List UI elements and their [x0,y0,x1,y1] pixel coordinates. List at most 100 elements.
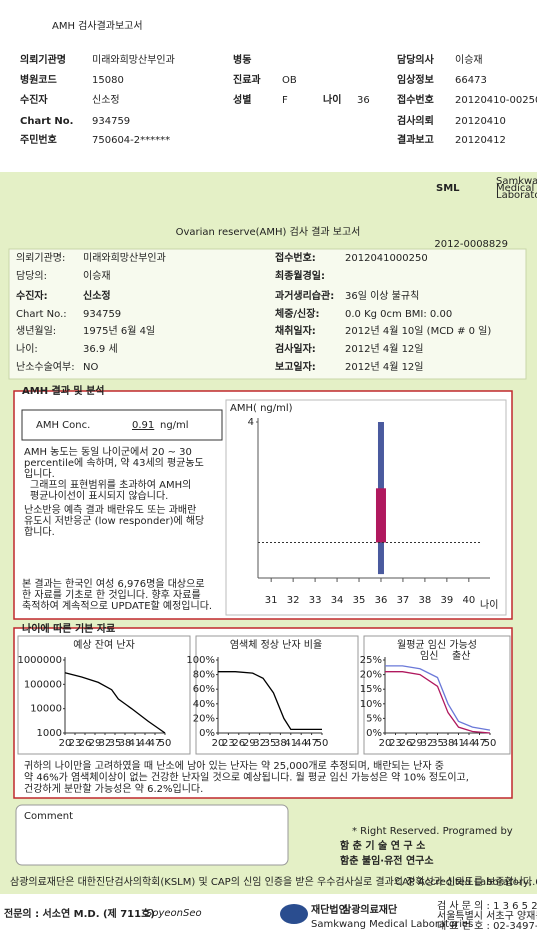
field-value: 미래와희망산부인과 [83,252,166,264]
legend-entry: 출산 [452,650,470,662]
line [385,671,491,734]
foundation: 삼광의료재단 [342,903,398,916]
x-tick-label: 33 [309,595,322,606]
field-value: 20120410-00250 [455,95,537,106]
report-number: 2012-0008829 [434,239,508,250]
y-tick-label: 4 [248,417,254,428]
line [64,672,166,734]
x-tick-label: 47 [149,738,162,749]
amh-value: 0.91 [132,420,154,431]
analysis-line: 유도시 저반응군 (low responder)에 해당 [24,514,204,527]
y-tick-label: 20% [360,670,382,681]
y-tick-label: 1000 [37,728,62,739]
y-tick-label: 5% [366,713,382,724]
x-axis-label: 나이 [480,599,498,611]
summary-line: 건강하게 분만할 가능성은 약 6.2%입니다. [24,782,203,795]
cap-note: CAP Accredited Laboratory, 69944-01 [395,877,537,888]
signature: SoyeonSeo [146,908,202,919]
x-tick-label: 20 [379,738,392,749]
x-tick-label: 32 [287,595,300,606]
x-tick-label: 26 [400,738,413,749]
field-label: 병동 [233,53,251,66]
field-label: 병원코드 [20,73,57,86]
x-tick-label: 50 [484,738,497,749]
field-value: 934759 [83,309,121,320]
field-value: 66473 [455,75,487,86]
field-label: 검사일자: [275,342,316,355]
x-tick-label: 37 [397,595,410,606]
comment-label: Comment [24,811,73,822]
analysis-line: AMH 농도는 동일 나이군에서 20 ~ 30 [24,446,192,458]
field-value: OB [282,75,297,86]
field-label: 담당의: [16,270,47,282]
field-value: 미래와희망산부인과 [92,54,175,66]
x-tick-label: 38 [274,738,287,749]
field-label: 의뢰기관명 [20,53,66,66]
section-title: AMH 결과 및 분석 [22,384,105,397]
range-bar [375,488,386,543]
foundation-prefix: 재단법인 [311,903,348,916]
logo-subtitle: Medical [496,183,534,194]
logo: SML [436,183,460,194]
field-label: 담당의사 [397,53,435,66]
field-label: 진료과 [233,73,261,86]
field-label: Chart No. [20,116,73,127]
field-value: 934759 [92,116,130,127]
field-label: 접수번호: [275,251,316,264]
y-tick-label: 100% [186,655,215,666]
field-value: 36.9 세 [83,343,118,355]
x-tick-label: 34 [331,595,344,606]
x-tick-label: 36 [375,595,388,606]
y-tick-label: 25% [360,655,382,666]
field-label: Chart No.: [16,309,67,320]
x-tick-label: 47 [305,738,318,749]
field-value: 2012년 4월 10일 (MCD # 0 일) [345,325,491,337]
panel [195,635,359,755]
x-tick-label: 35 [431,738,444,749]
x-tick-label: 44 [139,738,152,749]
field-label: 수진자: [16,289,48,302]
x-tick-label: 44 [463,738,476,749]
field-label: 주민번호 [20,133,57,146]
field-label: 나이: [16,343,38,355]
x-tick-label: 23 [222,738,235,749]
x-tick-label: 26 [79,738,92,749]
field-value: 20120412 [455,135,506,146]
field-label: 최종월경일: [275,269,325,282]
contact-line: 서울특별시 서초구 양재동 9-60 [437,910,537,922]
basis-line: 축적하여 계속적으로 UPDATE할 예정입니다. [22,599,212,612]
x-tick-label: 29 [243,738,256,749]
foundation-en: Samkwang Medical Laboratories [311,919,473,930]
rights-line: 함춘 불임·유전 연구소 [340,854,434,867]
x-tick-label: 23 [389,738,402,749]
field-label: 수진자 [20,93,48,106]
report-title: Ovarian reserve(AMH) 검사 결과 보고서 [176,226,361,238]
x-tick-label: 41 [129,738,142,749]
field-label: 생년월일: [16,325,56,337]
line [218,671,322,730]
doctor: 전문의 : 서소연 M.D. (제 711호) [4,907,155,920]
field-value: 36일 이상 불규칙 [345,290,419,302]
field-value: 1975년 6월 4일 [83,325,155,337]
x-tick-label: 29 [89,738,102,749]
y-tick-label: 60% [193,684,215,695]
logo-subtitle: Samkwang [496,176,537,187]
panel-title: 예상 잔여 난자 [73,639,135,651]
section-title: 나이에 따른 기본 자료 [22,622,115,635]
x-tick-label: 44 [295,738,308,749]
amh-result-box [21,409,223,441]
y-tick-label: 20% [193,713,215,724]
summary-line: 귀하의 나이만을 고려하였을 때 난소에 남아 있는 난자는 약 25,000개… [24,759,444,772]
x-tick-label: 32 [99,738,112,749]
x-tick-label: 20 [212,738,225,749]
x-tick-label: 41 [452,738,465,749]
y-tick-label: 0% [366,728,382,739]
y-tick-label: 40% [193,699,215,710]
field-label: 나이 [323,93,341,106]
field-value: F [282,95,288,106]
comment-box [15,804,289,866]
y-tick-label: 1000000 [17,655,62,666]
field-label: 보고일자: [275,360,316,373]
summary-line: 약 46%가 염색체이상이 없는 건강한 난자일 것으로 예상됩니다. 월 평균… [24,771,469,784]
field-value: 신소정 [83,289,111,302]
